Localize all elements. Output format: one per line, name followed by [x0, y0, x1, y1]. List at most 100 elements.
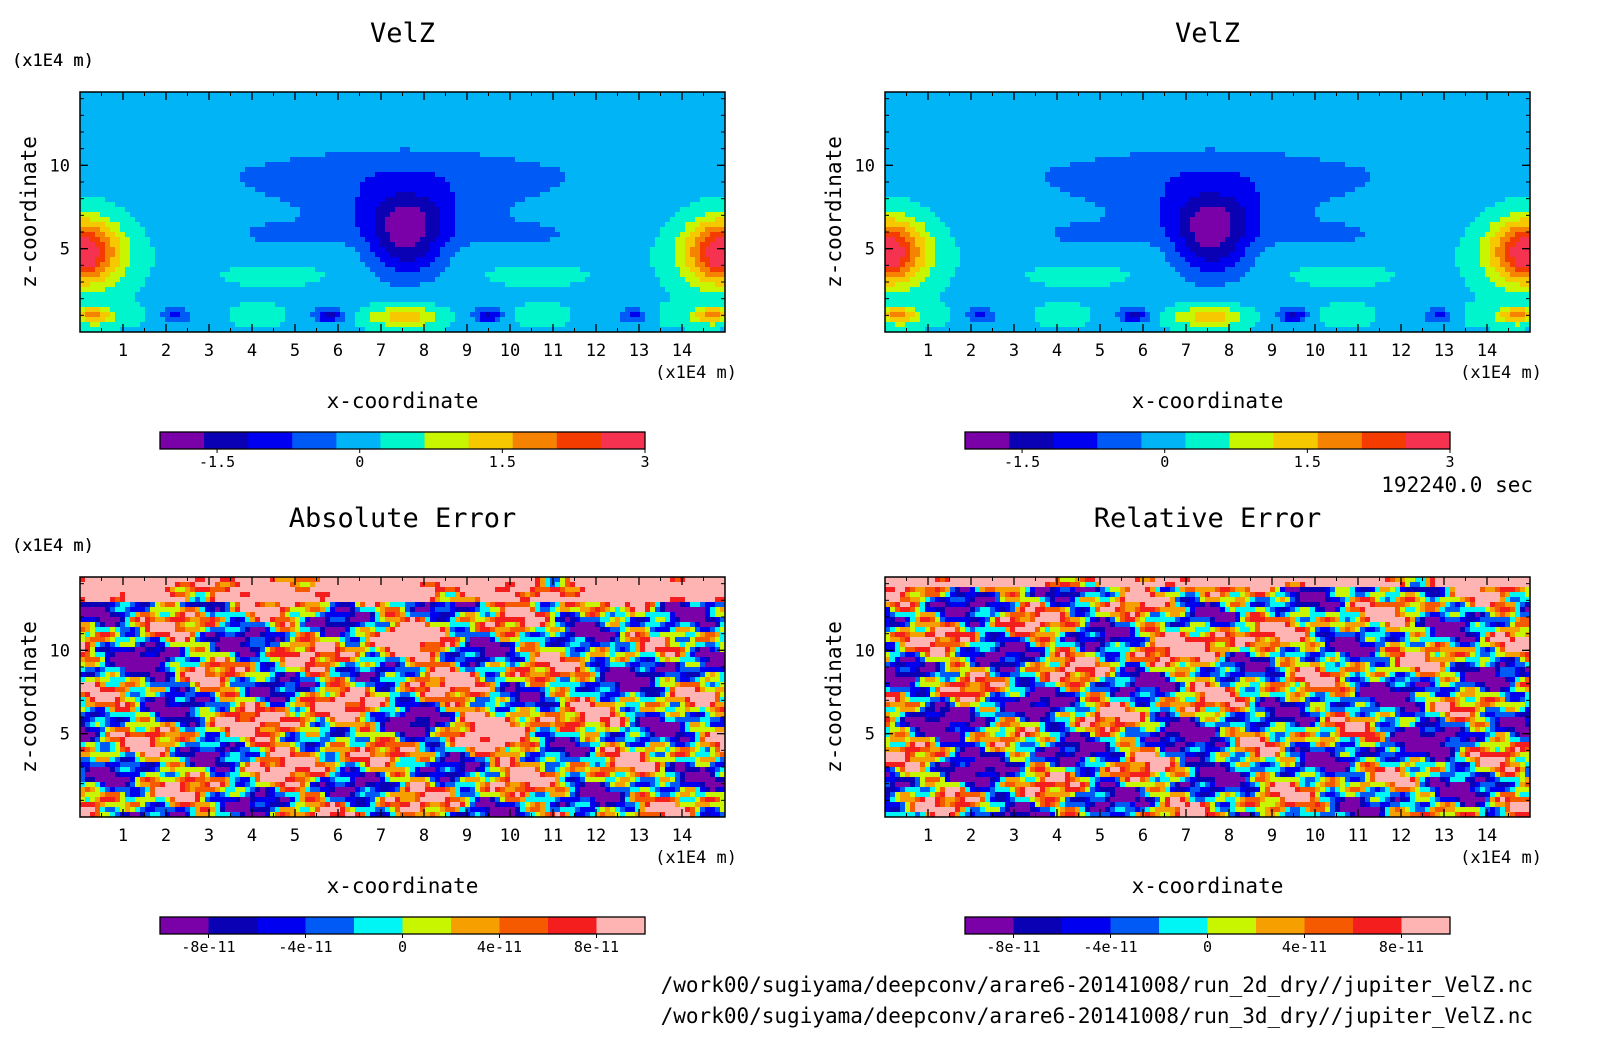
heatmap-cell [640, 207, 646, 213]
heatmap-cell [640, 277, 646, 283]
heatmap-cell [535, 277, 541, 283]
heatmap-cell [115, 232, 121, 238]
heatmap-cell [450, 237, 456, 243]
heatmap-cell [330, 112, 336, 118]
heatmap-cell [445, 167, 451, 173]
heatmap-cell [565, 277, 571, 283]
heatmap-cell [545, 262, 551, 268]
heatmap-cell [490, 257, 496, 263]
heatmap-cell [425, 192, 431, 198]
heatmap-cell [295, 142, 301, 148]
heatmap-cell [615, 217, 621, 223]
heatmap-cell [130, 102, 136, 108]
heatmap-cell [705, 212, 711, 218]
heatmap-cell [635, 202, 641, 208]
heatmap-cell [205, 202, 211, 208]
heatmap-cell [575, 247, 581, 253]
heatmap-cell [315, 137, 321, 143]
heatmap-cell [130, 227, 136, 233]
heatmap-cell [720, 117, 725, 123]
heatmap-cell [305, 97, 311, 103]
heatmap-cell [270, 197, 276, 203]
heatmap-cell [450, 152, 456, 158]
heatmap-cell [275, 197, 281, 203]
heatmap-cell [640, 262, 646, 268]
heatmap-cell [120, 257, 126, 263]
heatmap-cell [165, 187, 171, 193]
heatmap-cell [275, 97, 281, 103]
heatmap-cell [555, 232, 561, 238]
heatmap-cell [365, 112, 371, 118]
heatmap-cell [410, 277, 416, 283]
heatmap-cell [545, 162, 551, 168]
heatmap-cell [310, 142, 316, 148]
heatmap-cell [355, 117, 361, 123]
heatmap-cell [565, 272, 571, 278]
heatmap-cell [80, 142, 86, 148]
heatmap-cell [470, 162, 476, 168]
heatmap-cell [280, 272, 286, 278]
heatmap-cell [570, 172, 576, 178]
heatmap-cell [115, 112, 121, 118]
heatmap-cell [270, 152, 276, 158]
heatmap-cell [170, 232, 176, 238]
heatmap-cell [645, 122, 651, 128]
heatmap-cell [480, 177, 486, 183]
heatmap-cell [180, 97, 186, 103]
heatmap-cell [200, 137, 206, 143]
heatmap-cell [360, 247, 366, 253]
heatmap-cell [620, 117, 626, 123]
heatmap-cell [125, 117, 131, 123]
heatmap-cell [560, 147, 566, 153]
heatmap-cell [205, 107, 211, 113]
heatmap-cell [205, 137, 211, 143]
heatmap-cell [295, 282, 301, 288]
heatmap-cell [370, 127, 376, 133]
heatmap-cell [315, 102, 321, 108]
heatmap-cell [370, 142, 376, 148]
heatmap-cell [140, 277, 146, 283]
heatmap-cell [295, 217, 301, 223]
heatmap-cell [505, 122, 511, 128]
heatmap-cell [115, 107, 121, 113]
heatmap-cell [720, 152, 725, 158]
heatmap-cell [215, 137, 221, 143]
heatmap-cell [720, 252, 725, 258]
heatmap-cell [445, 172, 451, 178]
heatmap-cell [450, 147, 456, 153]
heatmap-cell [475, 242, 481, 248]
heatmap-cell [260, 252, 266, 258]
heatmap-cell [390, 252, 396, 258]
heatmap-cell [565, 207, 571, 213]
heatmap-cell [430, 272, 436, 278]
heatmap-cell [365, 182, 371, 188]
heatmap-cell [680, 102, 686, 108]
heatmap-cell [525, 247, 531, 253]
heatmap-cell [370, 277, 376, 283]
heatmap-cell [470, 147, 476, 153]
heatmap-cell [345, 197, 351, 203]
heatmap-cell [135, 282, 141, 288]
heatmap-cell [545, 122, 551, 128]
heatmap-cell [120, 222, 126, 228]
heatmap-cell [285, 147, 291, 153]
heatmap-cell [490, 147, 496, 153]
heatmap-cell [630, 232, 636, 238]
heatmap-cell [590, 142, 596, 148]
heatmap-cell [395, 262, 401, 268]
heatmap-cell [700, 127, 706, 133]
heatmap-cell [275, 117, 281, 123]
heatmap-cell [120, 157, 126, 163]
heatmap-cell [430, 97, 436, 103]
heatmap-cell [215, 107, 221, 113]
heatmap-cell [120, 162, 126, 168]
heatmap-cell [540, 187, 546, 193]
heatmap-cell [105, 157, 111, 163]
heatmap-cell [130, 167, 136, 173]
heatmap-cell [670, 247, 676, 253]
heatmap-cell [220, 162, 226, 168]
heatmap-cell [170, 97, 176, 103]
heatmap-cell [175, 227, 181, 233]
heatmap-cell [120, 262, 126, 268]
heatmap-cell [185, 197, 191, 203]
